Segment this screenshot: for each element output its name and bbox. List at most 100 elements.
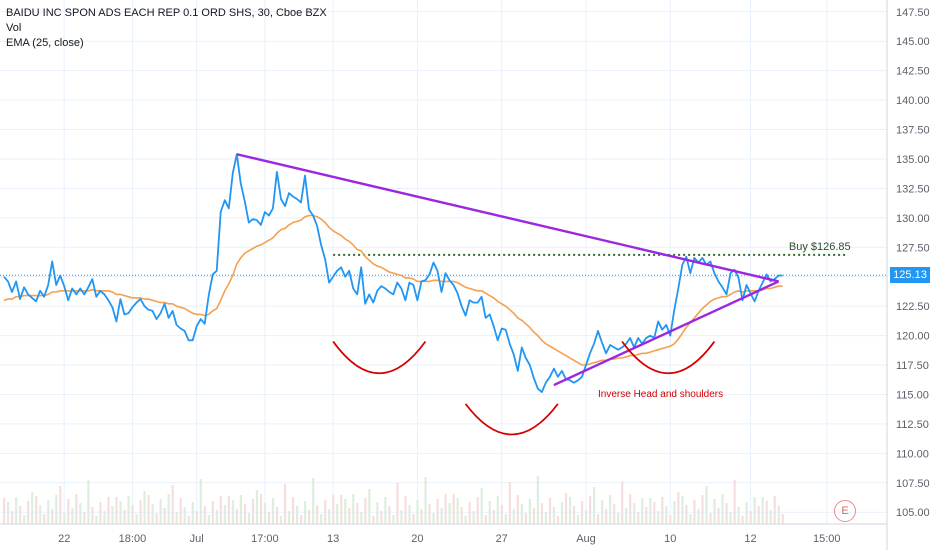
shoulder-arc [621,340,716,375]
volume-bar [127,496,130,524]
volume-bar [769,510,772,524]
volume-bar [741,516,744,524]
volume-bar [239,495,243,524]
volume-bar [143,491,146,524]
triangle-upper-line [236,153,779,283]
volume-bar [721,494,724,524]
head-arc [464,403,559,436]
volume-bar [472,511,475,524]
volume-bar [444,494,447,524]
volume-bar [91,507,94,524]
volume-bar [376,502,379,524]
volume-bar [701,495,704,524]
volume-bar [19,506,22,524]
volume-bar [115,497,118,524]
volume-bar [75,494,78,524]
volume-bar [404,496,407,524]
volume-bar [761,497,764,524]
volume-bar [324,500,327,524]
volume-bar [320,514,323,524]
volume-bar [63,513,66,524]
volume-bar [777,505,780,524]
volume-bar [508,482,511,524]
volume-bar [532,508,536,524]
volume-bar [621,481,624,524]
volume-bar [725,503,728,524]
volume-bar [219,496,222,524]
volume-bar [171,485,174,524]
volume-bar [267,512,271,524]
volume-bar [83,512,86,524]
volume-bar [352,494,355,524]
volume-bar [340,495,343,524]
volume-bar [279,516,283,524]
volume-bar [107,497,110,524]
y-tick-label: 132.50 [896,183,930,195]
volume-bar [304,501,307,524]
y-tick-label: 110.00 [896,448,929,460]
logo-icon[interactable]: E [834,500,856,522]
volume-bar [464,516,467,524]
volume-bar [633,503,636,524]
volume-bar [67,499,70,524]
triangle-lower-line [553,280,780,387]
volume-bar [131,505,134,524]
volume-bar [199,479,202,524]
volume-bar [103,511,106,524]
volume-bar [308,510,311,524]
x-tick-label: Jul [190,533,204,545]
volume-bar [7,502,10,524]
volume-bar [275,507,279,524]
volume-bar [47,500,50,524]
shoulder-arc [332,340,427,375]
volume-bar [31,492,34,524]
volume-bar [332,495,335,524]
volume-bar [195,511,198,524]
volume-bar [111,506,114,524]
x-tick-label: 20 [411,533,423,545]
volume-bar [35,496,38,524]
y-tick-label: 145.00 [896,36,930,48]
volume-bar [428,504,431,524]
y-tick-label: 147.50 [896,7,930,19]
volume-bar [203,506,206,524]
volume-bar [697,509,700,524]
volume-bar [99,502,102,524]
volume-bars [3,476,784,524]
y-tick-label: 137.50 [896,125,930,137]
volume-bar [552,507,556,524]
last-price-label: 125.13 [890,267,930,284]
volume-bar [476,497,479,524]
y-tick-label: 140.00 [896,95,930,107]
volume-bar [243,504,247,524]
volume-bar [516,495,519,524]
volume-bar [665,506,668,524]
volume-bar [231,500,234,524]
volume-bar [119,501,122,524]
volume-bar [436,499,439,524]
volume-indicator-label[interactable]: Vol [6,22,22,34]
volume-bar [179,498,182,524]
volume-bar [717,508,720,524]
volume-bar [637,512,640,524]
volume-bar [271,498,275,524]
volume-bar [641,498,644,524]
x-tick-label: 15:00 [813,533,841,545]
x-tick-label: 18:00 [119,533,147,545]
volume-bar [568,497,572,524]
ema-indicator-label[interactable]: EMA (25, close) [6,37,84,49]
volume-bar [572,506,576,524]
volume-bar [593,487,596,524]
symbol-title[interactable]: BAIDU INC SPON ADS EACH REP 0.1 ORD SHS,… [6,7,327,19]
volume-bar [737,507,740,524]
volume-bar [544,512,548,524]
volume-bar [657,511,660,524]
volume-bar [685,505,688,524]
volume-bar [155,513,158,524]
volume-bar [291,497,295,524]
volume-bar [693,500,696,524]
volume-bar [11,511,14,524]
y-tick-label: 105.00 [896,507,930,519]
volume-bar [528,499,531,524]
